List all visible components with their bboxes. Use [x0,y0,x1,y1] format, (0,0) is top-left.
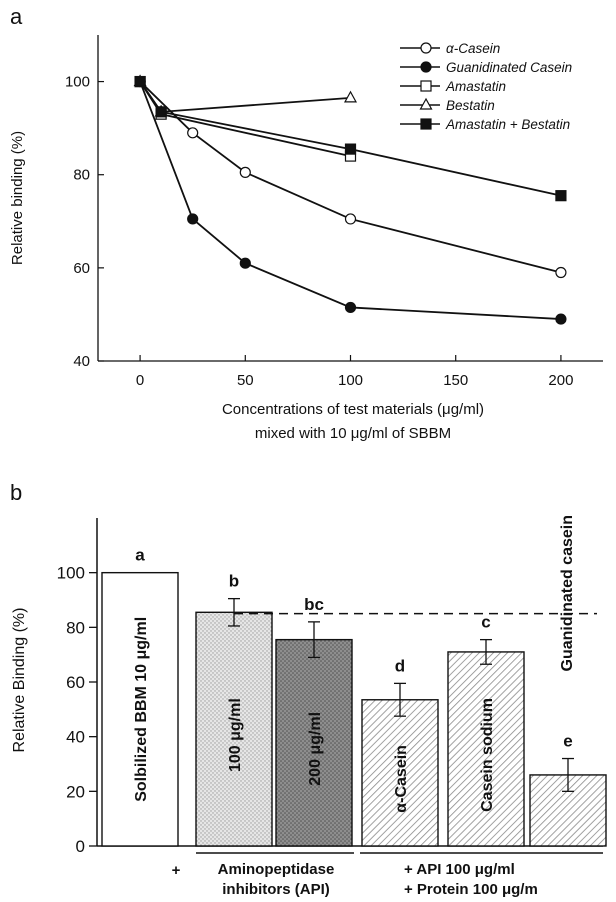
legend-marker [420,80,432,92]
significance-letter: d [395,656,405,675]
bar-label: Guanidinated casein [559,515,576,671]
data-point [187,127,199,139]
series-amastatin [139,81,351,157]
panel-a-x-tick-label: 150 [443,372,468,389]
panel-b-y-ticks: 0 20 40 60 80 100 [57,564,97,856]
bar-guanidinated-casein: e Guanidinated casein [529,515,607,847]
legend-item-casein: α-Casein [400,41,500,56]
legend-marker [420,42,432,54]
series-line [139,81,562,197]
significance-letter: b [229,572,239,591]
group-label-mix-line2: + Protein 100 μg/m [404,881,538,898]
panel-b: b 0 20 40 60 80 100 Relative Binding (%) a Sol… [10,480,607,898]
significance-letter: bc [304,595,324,614]
series-markers-casein [134,75,567,279]
data-point [187,213,199,225]
data-point [155,106,167,118]
bar-100-g-ml: b 100 μg/ml [195,572,273,847]
series-line [139,80,562,274]
group-label-plus: + [172,862,181,879]
series-markers-amastatin-bestatin [134,75,567,202]
legend-marker [419,97,433,110]
data-point [239,166,251,178]
panel-a-y-tick-label: 60 [73,260,90,277]
panel-b-y-tick-label: 60 [66,673,85,692]
series-bestatin [139,81,351,113]
series-line [139,81,351,157]
series-markers-amastatin [134,75,357,162]
data-point [344,213,357,225]
legend-label: Guanidinated Casein [446,60,572,75]
panel-b-bars: a Solbilized BBM 10 μg/ml b 100 μg/ml bc 200 … [101,515,607,847]
group-label-api-line2: inhibitors (API) [222,881,330,898]
panel-a-y-ticks: 40 60 80 100 [65,74,104,370]
bar-casein: d α-Casein [361,656,439,847]
data-point [343,90,358,103]
data-point [555,313,567,325]
legend-label: Bestatin [446,98,495,113]
data-point [239,257,251,269]
panel-b-y-tick-label: 80 [66,618,85,637]
bar [447,651,525,847]
panel-b-y-tick-label: 20 [66,782,85,801]
group-label-api-line1: Aminopeptidase [218,861,335,878]
panel-b-y-tick-label: 100 [57,564,85,583]
panel-a-series [133,74,567,325]
bar-label: Solbilized BBM 10 μg/ml [133,617,150,802]
bar-label: 200 μg/ml [307,712,324,786]
panel-a-x-axis-label-line2: mixed with 10 μg/ml of SBBM [255,425,451,442]
legend-item-guanidinated-casein: Guanidinated Casein [400,60,572,75]
panel-b-y-axis-label: Relative Binding (%) [11,608,28,753]
legend-label: Amastatin + Bestatin [445,117,570,132]
panel-a-label: a [10,4,23,29]
bar-label: α-Casein [393,745,410,813]
bar [101,571,179,847]
panel-a-y-tick-label: 80 [73,167,90,184]
bar [361,699,439,847]
legend-item-amastatin-bestatin: Amastatin + Bestatin [400,117,570,132]
bar-200-g-ml: bc 200 μg/ml [275,595,353,847]
panel-b-y-tick-label: 40 [66,728,85,747]
data-point [555,190,567,202]
legend-label: α-Casein [446,41,500,56]
series-amastatin-bestatin [139,81,562,197]
data-point [134,75,146,88]
legend-marker [420,61,432,73]
bar-label: 100 μg/ml [227,698,244,772]
legend-marker [420,118,432,130]
legend-item-bestatin: Bestatin [400,97,495,113]
series-markers-guanidinated-casein [134,75,567,325]
bar-casein-sodium: c Casein sodium [447,613,525,847]
legend-item-amastatin: Amastatin [400,79,506,94]
panel-b-y-tick-label: 0 [76,837,85,856]
panel-a-y-tick-label: 40 [73,353,90,370]
data-point [555,266,567,279]
bar-label: Casein sodium [479,698,496,812]
panel-a-x-tick-label: 0 [136,372,144,389]
bar [195,611,273,847]
data-point [344,143,357,155]
legend-label: Amastatin [445,79,506,94]
bar-solbilized-bbm-10-g-ml: a Solbilized BBM 10 μg/ml [101,546,179,847]
panel-a-x-tick-label: 200 [548,372,573,389]
significance-letter: e [563,732,572,751]
panel-a-y-tick-label: 100 [65,74,90,91]
panel-a: a 40 60 80 100 0 50 100 150 200 Relative bindin… [9,4,603,442]
panel-b-label: b [10,480,22,505]
data-point [344,301,357,314]
panel-a-x-ticks: 0 50 100 150 200 [136,355,573,389]
significance-letter: c [481,613,490,632]
panel-a-x-tick-label: 50 [237,372,254,389]
series-casein [139,80,562,274]
panel-a-x-tick-label: 100 [338,372,363,389]
significance-letter: a [135,546,145,565]
bar [275,638,353,847]
panel-a-y-axis-label: Relative binding (%) [9,131,26,265]
group-label-mix-line1: + API 100 μg/ml [404,861,515,878]
panel-a-x-axis-label-line1: Concentrations of test materials (μg/ml) [222,401,484,418]
panel-a-legend: α-Casein Guanidinated Casein Amastatin Best… [400,41,572,132]
series-line [139,81,351,113]
